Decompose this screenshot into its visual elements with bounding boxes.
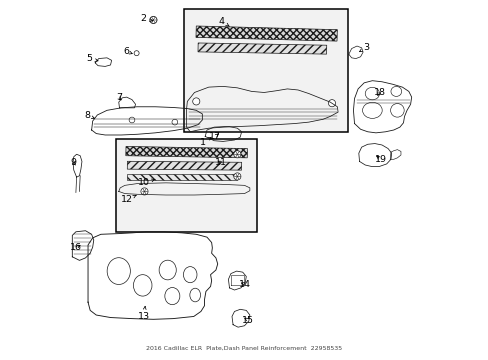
Text: 13: 13 bbox=[138, 306, 149, 321]
Ellipse shape bbox=[390, 86, 401, 96]
Text: 10: 10 bbox=[138, 178, 155, 187]
Circle shape bbox=[129, 117, 135, 123]
Circle shape bbox=[134, 51, 139, 56]
Bar bbox=[125, 147, 247, 158]
Text: 16: 16 bbox=[70, 243, 81, 252]
Ellipse shape bbox=[362, 102, 382, 118]
Ellipse shape bbox=[365, 87, 379, 100]
Ellipse shape bbox=[390, 104, 404, 117]
Ellipse shape bbox=[164, 288, 180, 305]
Bar bbox=[183, 9, 347, 132]
Bar bbox=[126, 174, 237, 180]
Text: 8: 8 bbox=[84, 111, 94, 120]
Text: 2: 2 bbox=[141, 14, 152, 23]
Circle shape bbox=[192, 98, 200, 105]
Ellipse shape bbox=[189, 288, 200, 302]
Text: 9: 9 bbox=[71, 158, 77, 167]
Bar bbox=[127, 161, 241, 170]
Circle shape bbox=[172, 119, 177, 125]
Text: 5: 5 bbox=[86, 54, 98, 63]
Text: 12: 12 bbox=[121, 195, 136, 204]
Circle shape bbox=[141, 188, 148, 195]
Text: 4: 4 bbox=[218, 17, 229, 26]
Text: 1: 1 bbox=[200, 137, 211, 147]
Text: 19: 19 bbox=[374, 155, 386, 164]
Text: 6: 6 bbox=[122, 47, 132, 56]
Text: 11: 11 bbox=[215, 158, 227, 167]
Ellipse shape bbox=[183, 267, 197, 283]
Circle shape bbox=[328, 100, 335, 107]
Circle shape bbox=[233, 173, 241, 180]
Bar bbox=[116, 139, 257, 232]
Bar bbox=[198, 43, 326, 54]
Ellipse shape bbox=[159, 260, 176, 280]
Text: 14: 14 bbox=[239, 280, 251, 289]
Ellipse shape bbox=[107, 258, 130, 284]
Text: 2016 Cadillac ELR  Plate,Dash Panel Reinforcement  22958535: 2016 Cadillac ELR Plate,Dash Panel Reinf… bbox=[146, 346, 342, 351]
Bar bbox=[196, 26, 337, 41]
Text: 15: 15 bbox=[242, 315, 254, 324]
Ellipse shape bbox=[133, 275, 152, 296]
Text: 18: 18 bbox=[373, 88, 385, 97]
Circle shape bbox=[149, 17, 157, 23]
Text: 3: 3 bbox=[359, 43, 368, 52]
Text: 7: 7 bbox=[116, 93, 122, 102]
Text: 17: 17 bbox=[209, 132, 221, 141]
Circle shape bbox=[233, 151, 241, 158]
